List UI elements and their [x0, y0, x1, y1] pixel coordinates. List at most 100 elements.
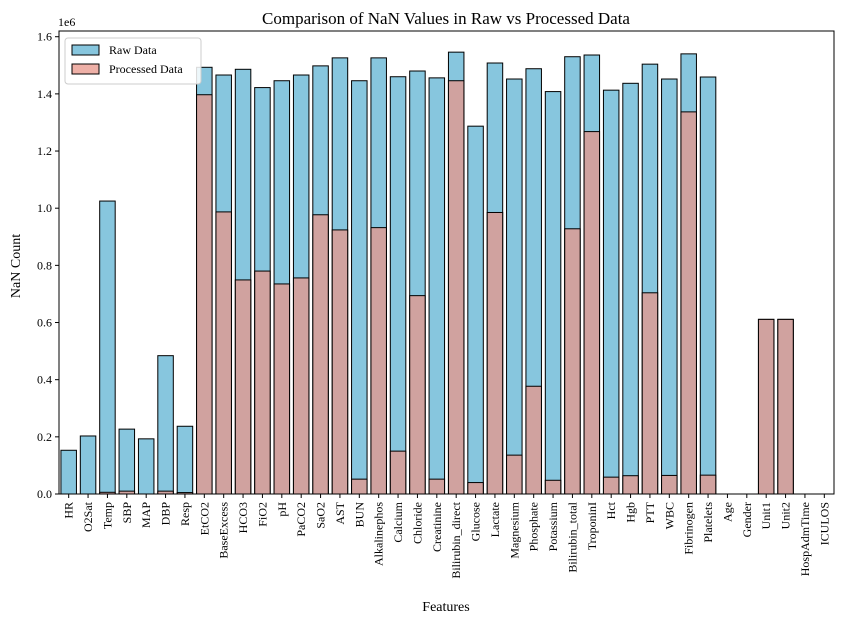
legend-swatch: [71, 63, 100, 75]
legend-swatch: [71, 44, 100, 56]
raw-bar-map: [137, 438, 155, 495]
x-tick-label: HCO3: [236, 502, 250, 533]
processed-bar-unit1: [757, 318, 775, 495]
raw-bar-hr: [60, 449, 77, 495]
raw-bar-dbp: [157, 355, 174, 495]
processed-bar-calcium: [389, 450, 407, 495]
x-tick-label: EtCO2: [197, 502, 211, 535]
x-tick-label: PTT: [643, 501, 657, 523]
processed-bar-hct: [602, 476, 620, 495]
x-tick-label: pH: [275, 502, 289, 517]
processed-bar-wbc: [661, 474, 678, 495]
processed-bar-chloride: [409, 295, 426, 495]
x-tick-label: HospAdmTime: [798, 502, 812, 576]
raw-bar-o2sat: [79, 435, 97, 495]
x-tick-label: Creatinine: [430, 502, 444, 552]
x-tick-label: TroponinI: [585, 502, 599, 550]
raw-bar-temp: [99, 200, 116, 495]
y-axis-offset-label: 1e6: [58, 15, 75, 29]
raw-bar-platelets: [699, 76, 717, 495]
x-axis-label: Features: [422, 600, 469, 615]
processed-bar-paco2: [292, 277, 310, 495]
processed-bar-potassium: [544, 479, 562, 495]
y-tick-label: 1.4: [37, 87, 52, 101]
processed-bar-glucose: [467, 482, 484, 495]
x-tick-label: Gender: [740, 502, 754, 537]
x-tick-label: BUN: [352, 502, 366, 528]
x-tick-label: SaO2: [314, 502, 328, 529]
plot-frame: [58, 30, 835, 495]
x-tick-label: AST: [333, 501, 347, 524]
raw-bar-calcium: [389, 76, 407, 495]
processed-bar-magnesium: [506, 454, 523, 495]
x-tick-label: Unit2: [779, 502, 793, 529]
plot-area: [58, 30, 835, 495]
y-tick-label: 0.8: [37, 258, 52, 272]
x-tick-label: Platelets: [701, 502, 715, 543]
processed-bar-bilirubin_direct: [447, 80, 465, 495]
processed-bar-bun: [351, 478, 368, 495]
x-tick-label: Calcium: [391, 501, 405, 542]
x-tick-label: Magnesium: [507, 501, 521, 558]
x-tick-label: Unit1: [759, 502, 773, 529]
processed-bar-hco3: [234, 279, 252, 495]
y-tick-label: 0.4: [37, 373, 52, 387]
raw-bar-sbp: [118, 428, 136, 495]
x-tick-label: ICULOS: [817, 502, 831, 545]
x-tick-label: Temp: [100, 502, 114, 529]
processed-bar-sao2: [312, 214, 329, 495]
x-tick-label: BaseExcess: [217, 502, 231, 559]
x-tick-label: SBP: [120, 502, 134, 524]
raw-bar-hct: [602, 89, 620, 495]
processed-bar-baseexcess: [215, 211, 232, 495]
x-tick-label: HR: [62, 502, 76, 519]
processed-data-bars: [99, 80, 794, 495]
raw-bar-resp: [176, 425, 194, 495]
x-tick-label: PaCO2: [294, 502, 308, 537]
processed-bar-troponini: [583, 131, 601, 495]
x-tick-label: Hgb: [624, 502, 638, 523]
raw-bar-potassium: [544, 91, 562, 495]
x-tick-label: Fibrinogen: [682, 502, 696, 555]
raw-bar-wbc: [661, 78, 678, 495]
x-tick-label: MAP: [139, 502, 153, 528]
processed-bar-platelets: [699, 474, 717, 495]
x-tick-label: WBC: [662, 502, 676, 529]
x-tick-label: Alkalinephos: [372, 502, 386, 566]
x-tick-label: Potassium: [546, 501, 560, 551]
x-tick-label: Resp: [178, 502, 192, 526]
processed-bar-fio2: [254, 270, 271, 495]
raw-bar-bun: [351, 80, 368, 495]
x-tick-label: Bilirubin_direct: [449, 501, 463, 578]
processed-bar-lactate: [486, 211, 504, 495]
processed-bar-alkalinephos: [370, 227, 387, 495]
processed-bar-ph: [273, 283, 291, 495]
x-axis: HR O2Sat Temp SBP MAP DBP Resp EtCO2 BaseExcess H…: [62, 494, 831, 579]
raw-bar-glucose: [467, 125, 484, 495]
x-tick-label: Chloride: [410, 502, 424, 544]
processed-bar-creatinine: [428, 478, 446, 495]
processed-bar-unit2: [777, 318, 794, 495]
x-tick-label: Bilirubin_total: [565, 501, 579, 572]
y-tick-label: 1.6: [37, 30, 52, 44]
processed-bar-ast: [331, 229, 349, 495]
y-axis: 0.0 0.2 0.4 0.6 0.8 1.0 1.2 1.4 1.6: [37, 30, 59, 501]
chart-title: Comparison of NaN Values in Raw vs Proce…: [262, 9, 630, 28]
y-tick-label: 0.0: [37, 487, 52, 501]
x-tick-label: O2Sat: [81, 501, 95, 532]
processed-bar-fibrinogen: [680, 111, 697, 495]
processed-bar-phosphate: [525, 385, 542, 495]
raw-bar-hgb: [622, 82, 639, 495]
y-tick-label: 1.0: [37, 201, 52, 215]
x-tick-label: Phosphate: [527, 502, 541, 551]
raw-bar-creatinine: [428, 77, 446, 495]
x-tick-label: Glucose: [469, 502, 483, 541]
legend-label: Processed Data: [109, 62, 183, 76]
x-tick-label: DBP: [159, 502, 173, 526]
processed-bar-hgb: [622, 475, 639, 495]
processed-bar-ptt: [641, 292, 659, 495]
y-tick-label: 1.2: [37, 144, 52, 158]
raw-bar-magnesium: [506, 78, 523, 495]
processed-bar-etco2: [196, 94, 213, 495]
